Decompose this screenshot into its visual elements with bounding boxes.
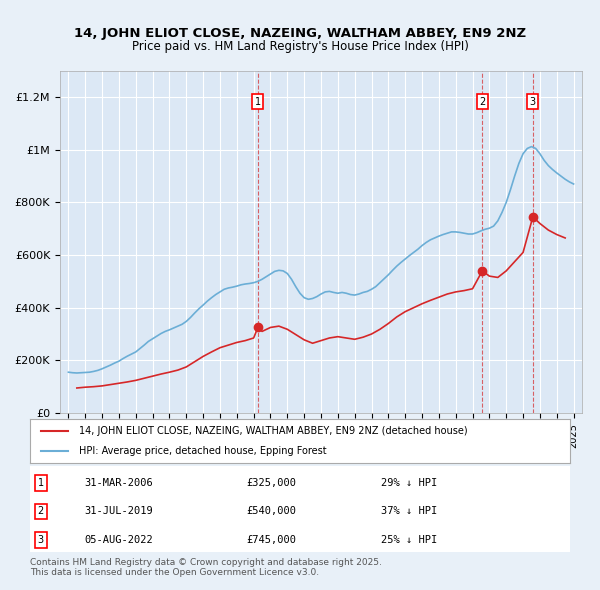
Text: £745,000: £745,000 bbox=[246, 535, 296, 545]
Text: 1: 1 bbox=[255, 97, 261, 107]
Text: 2: 2 bbox=[38, 506, 44, 516]
Text: Contains HM Land Registry data © Crown copyright and database right 2025.
This d: Contains HM Land Registry data © Crown c… bbox=[30, 558, 382, 577]
Text: 25% ↓ HPI: 25% ↓ HPI bbox=[381, 535, 437, 545]
Text: 29% ↓ HPI: 29% ↓ HPI bbox=[381, 478, 437, 488]
Text: £540,000: £540,000 bbox=[246, 506, 296, 516]
Text: 05-AUG-2022: 05-AUG-2022 bbox=[84, 535, 153, 545]
Text: 31-MAR-2006: 31-MAR-2006 bbox=[84, 478, 153, 488]
Text: 3: 3 bbox=[530, 97, 536, 107]
Text: 1: 1 bbox=[38, 478, 44, 488]
Text: 2: 2 bbox=[479, 97, 485, 107]
Text: 14, JOHN ELIOT CLOSE, NAZEING, WALTHAM ABBEY, EN9 2NZ (detached house): 14, JOHN ELIOT CLOSE, NAZEING, WALTHAM A… bbox=[79, 427, 467, 436]
Text: 37% ↓ HPI: 37% ↓ HPI bbox=[381, 506, 437, 516]
Text: 14, JOHN ELIOT CLOSE, NAZEING, WALTHAM ABBEY, EN9 2NZ: 14, JOHN ELIOT CLOSE, NAZEING, WALTHAM A… bbox=[74, 27, 526, 40]
Text: 3: 3 bbox=[38, 535, 44, 545]
Text: 31-JUL-2019: 31-JUL-2019 bbox=[84, 506, 153, 516]
Text: £325,000: £325,000 bbox=[246, 478, 296, 488]
Text: HPI: Average price, detached house, Epping Forest: HPI: Average price, detached house, Eppi… bbox=[79, 446, 326, 455]
Text: Price paid vs. HM Land Registry's House Price Index (HPI): Price paid vs. HM Land Registry's House … bbox=[131, 40, 469, 53]
